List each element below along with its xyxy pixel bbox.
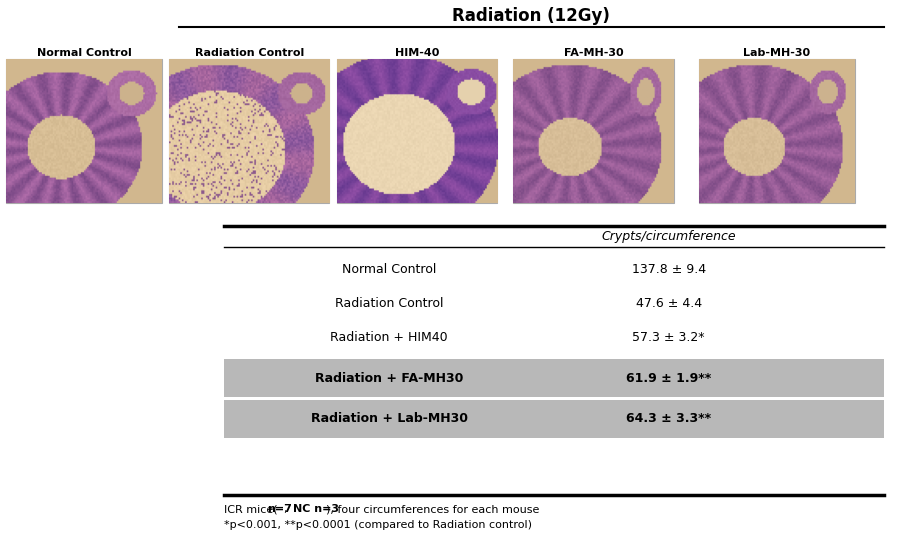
- Text: n=7: n=7: [267, 505, 292, 514]
- Text: Radiation Control: Radiation Control: [335, 297, 443, 310]
- Text: NC n=3: NC n=3: [293, 505, 339, 514]
- Text: 57.3 ± 3.2*: 57.3 ± 3.2*: [632, 331, 705, 343]
- Text: 137.8 ± 9.4: 137.8 ± 9.4: [632, 263, 705, 276]
- Text: Radiation + HIM40: Radiation + HIM40: [331, 331, 448, 343]
- Text: 64.3 ± 3.3**: 64.3 ± 3.3**: [627, 412, 711, 425]
- Text: Radiation + Lab-MH30: Radiation + Lab-MH30: [311, 412, 468, 425]
- Text: Radiation (12Gy): Radiation (12Gy): [453, 7, 610, 25]
- Text: Radiation + FA-MH30: Radiation + FA-MH30: [315, 372, 463, 385]
- Text: ICR mice(: ICR mice(: [224, 505, 278, 514]
- Text: ), four circumferences for each mouse: ), four circumferences for each mouse: [326, 505, 540, 514]
- FancyBboxPatch shape: [337, 59, 496, 203]
- Text: Normal Control: Normal Control: [37, 49, 132, 58]
- Text: 61.9 ± 1.9**: 61.9 ± 1.9**: [626, 372, 712, 385]
- Text: *p<0.001, **p<0.0001 (compared to Radiation control): *p<0.001, **p<0.0001 (compared to Radiat…: [224, 521, 532, 530]
- Text: ,: ,: [284, 505, 290, 514]
- Text: 47.6 ± 4.4: 47.6 ± 4.4: [636, 297, 702, 310]
- Text: HIM-40: HIM-40: [395, 49, 439, 58]
- Text: FA-MH-30: FA-MH-30: [563, 49, 624, 58]
- FancyBboxPatch shape: [224, 359, 884, 398]
- FancyBboxPatch shape: [224, 400, 884, 438]
- Text: Crypts/circumference: Crypts/circumference: [602, 230, 736, 243]
- FancyBboxPatch shape: [699, 59, 855, 203]
- Text: Lab-MH-30: Lab-MH-30: [743, 49, 811, 58]
- FancyBboxPatch shape: [6, 59, 162, 203]
- FancyBboxPatch shape: [513, 59, 674, 203]
- FancyBboxPatch shape: [169, 59, 330, 203]
- Text: Radiation Control: Radiation Control: [194, 49, 304, 58]
- Text: Normal Control: Normal Control: [342, 263, 437, 276]
